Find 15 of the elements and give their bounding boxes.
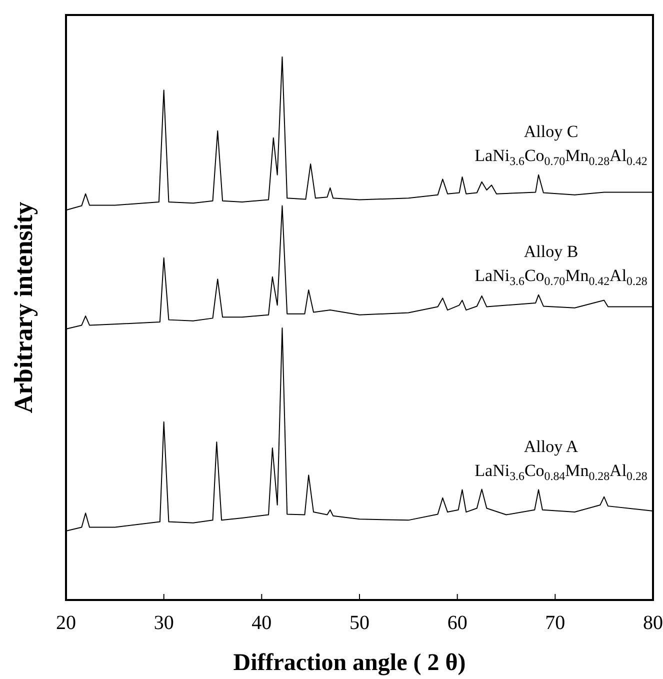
text: Alloy A xyxy=(524,436,579,456)
x-tick-label: 50 xyxy=(350,612,370,634)
y-axis-title: Arbitrary intensity xyxy=(9,202,38,414)
annotation: LaNi$_{3.6}$Co$_{0.84}$Mn$_{0.28}$Al$_{0.28}$ xyxy=(474,460,648,482)
x-tick-label: 20 xyxy=(56,612,76,634)
text: Alloy C xyxy=(524,122,578,141)
x-tick-label: 80 xyxy=(643,612,663,634)
annotation: LaNi$_{3.6}$Co$_{0.70}$Mn$_{0.28}$Al$_{0.42}$ xyxy=(474,146,648,168)
x-tick-label: 60 xyxy=(447,612,468,634)
x-axis-title: Diffraction angle ( 2 θ) xyxy=(233,650,466,676)
x-tick-label: 30 xyxy=(154,612,174,634)
x-tick-label: 40 xyxy=(252,612,272,634)
text: Alloy B xyxy=(524,242,578,261)
x-tick-label: 70 xyxy=(545,612,566,634)
annotation: LaNi$_{3.6}$Co$_{0.70}$Mn$_{0.42}$Al$_{0.28}$ xyxy=(474,266,648,288)
